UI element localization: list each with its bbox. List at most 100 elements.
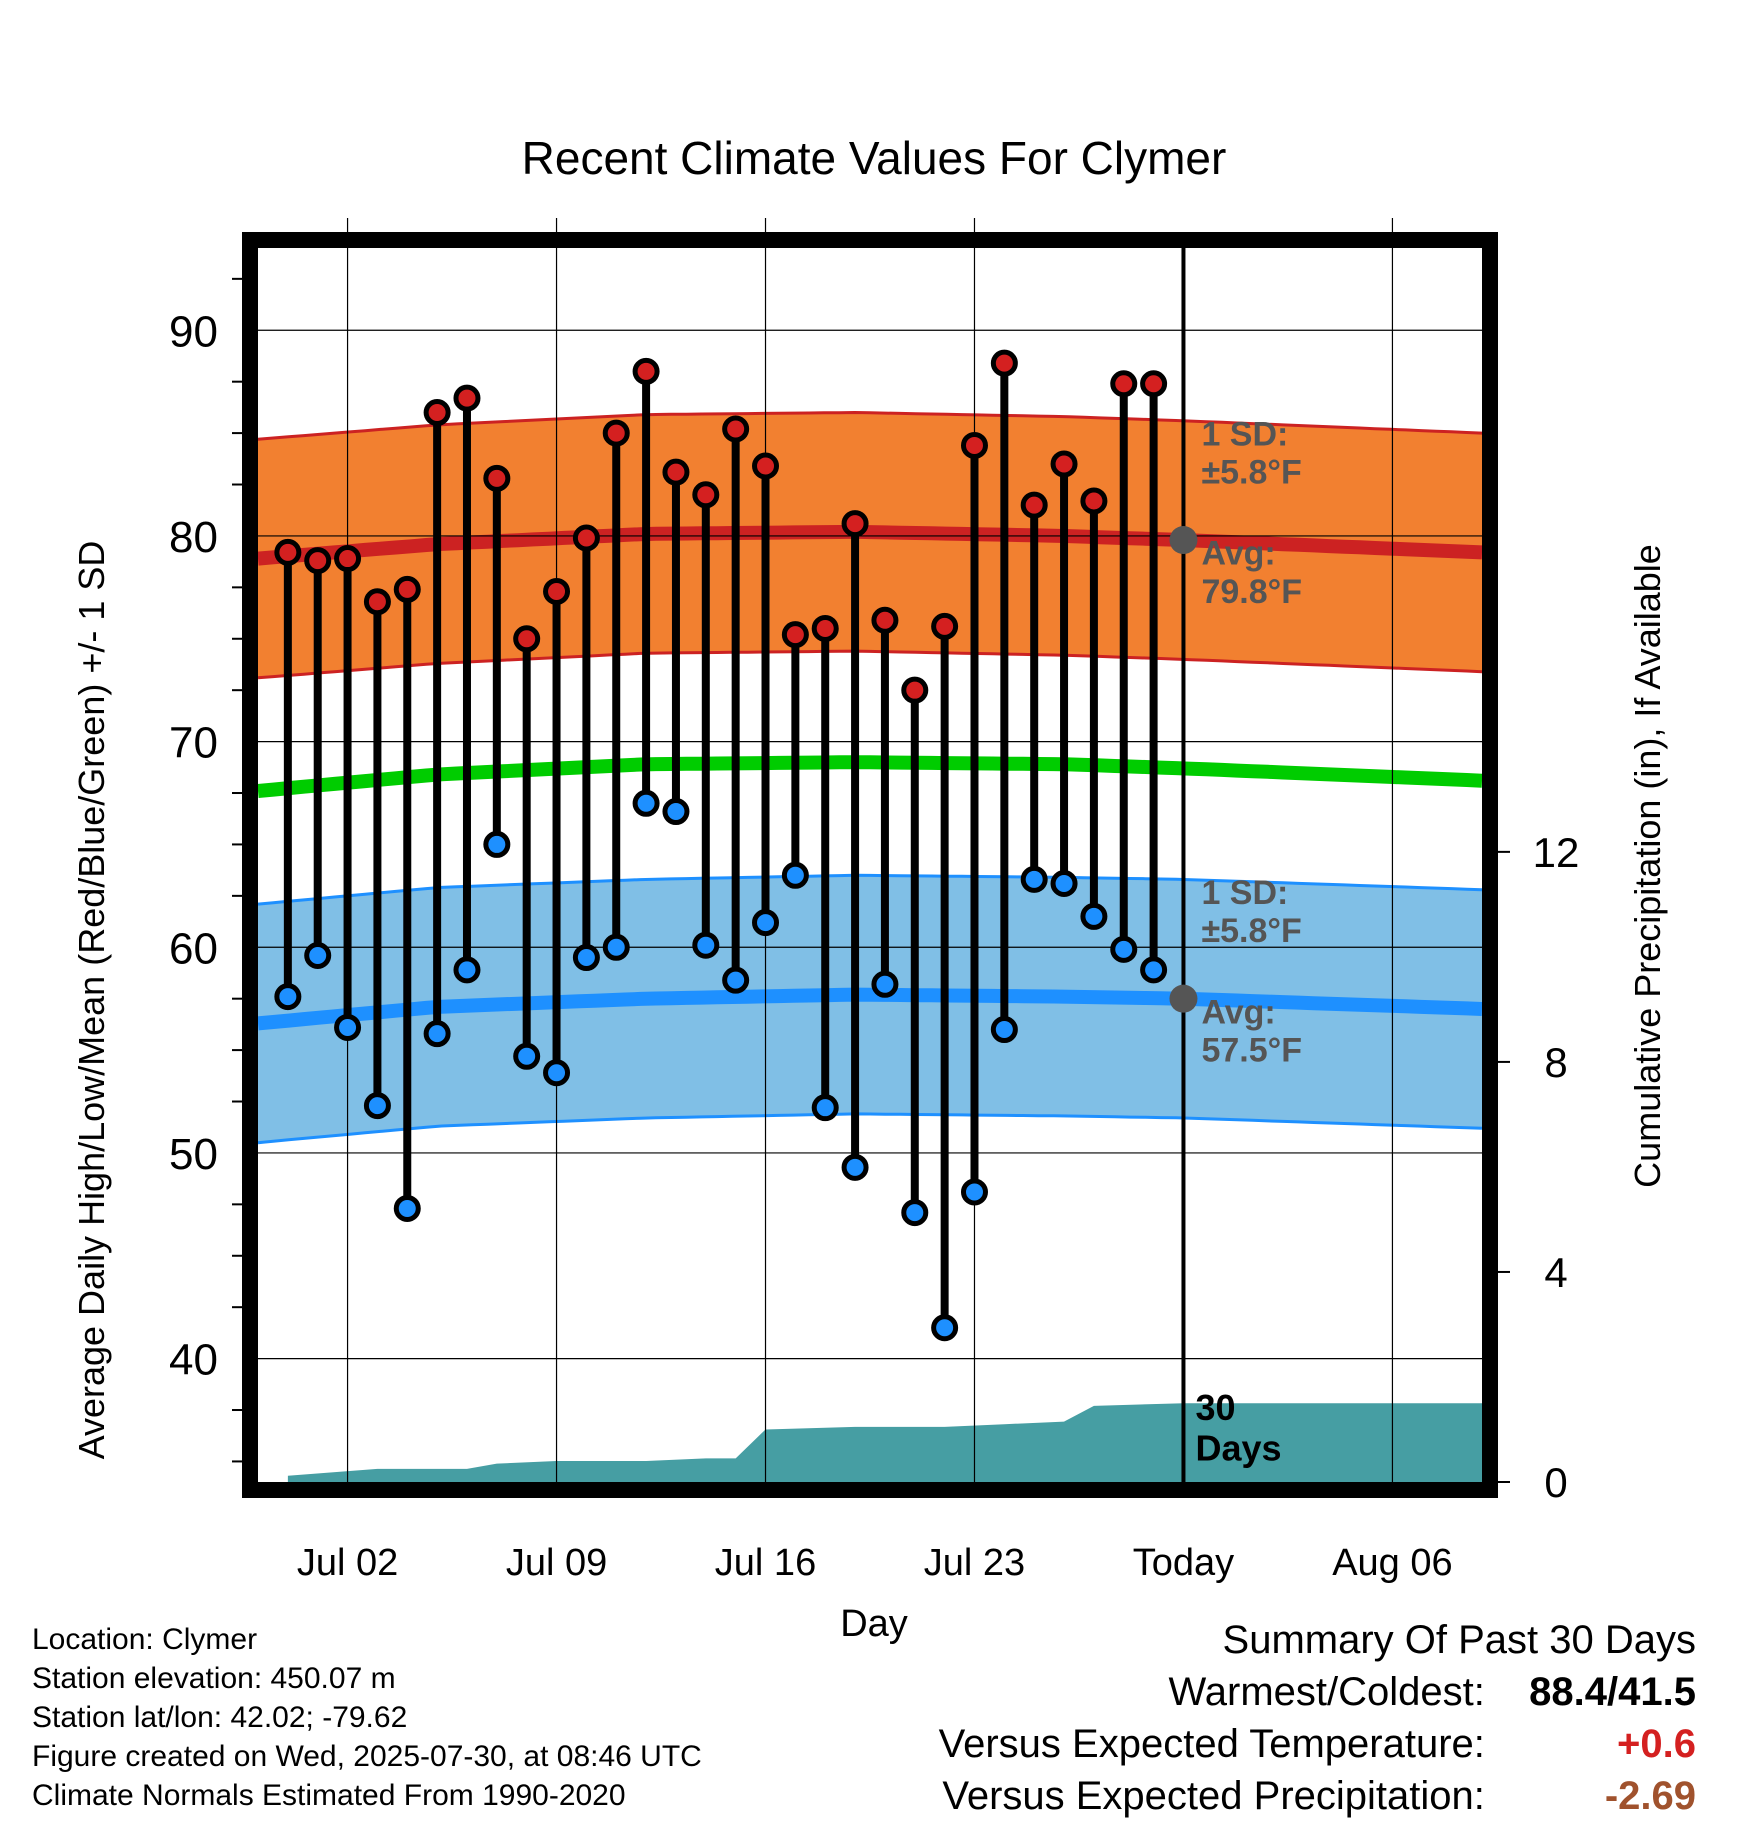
low-avg-annotation: Avg: 57.5°F [1201,993,1302,1069]
daily-low-point [1050,870,1078,898]
daily-low-point [901,1199,929,1227]
chart-title: Recent Climate Values For Clymer [522,132,1227,184]
daily-low-point [1080,902,1108,930]
daily-low-point [662,798,690,826]
warmest-coldest-value: 88.4/41.5 [1529,1670,1696,1714]
warmest-coldest-row: Warmest/Coldest: 88.4/41.5 [939,1666,1697,1718]
daily-low-point [811,1094,839,1122]
daily-low-point [632,789,660,817]
daily-low-point [274,983,302,1011]
daily-high-point [1080,487,1108,515]
daily-high-point [543,577,571,605]
plot-area: 1 SD: ±5.8°F Avg: 79.8°F 1 SD: ±5.8°F Avg: 57.5… [257,218,1483,1482]
daily-high-point [931,612,959,640]
daily-low-point [781,861,809,889]
y-tick-label: 40 [169,1336,218,1385]
high-avg-annotation: Avg: 79.8°F [1201,535,1302,611]
y-axis-label: Average Daily High/Low/Mean (Red/Blue/Gr… [71,541,112,1460]
daily-low-point [543,1059,571,1087]
x-axis-label: Day [840,1603,908,1645]
daily-low-point [931,1314,959,1342]
y-tick-label: 90 [169,307,218,356]
daily-low-point [393,1194,421,1222]
daily-low-point [363,1092,391,1120]
y-tick-label: 60 [169,924,218,973]
summary-title: Summary Of Past 30 Days [1222,1618,1696,1662]
daily-low-point [692,931,720,959]
x-tick-label: Jul 02 [297,1542,398,1584]
daily-low-point [990,1016,1018,1044]
today-normal-low-marker [1169,984,1198,1013]
daily-high-point [1020,491,1048,519]
y-tick-label: 50 [169,1130,218,1179]
daily-high-point [334,545,362,573]
plot-frame [242,232,1498,1498]
y2-tick-label: 4 [1544,1249,1567,1296]
y2-tick-label: 8 [1544,1039,1567,1086]
daily-high-point [1140,370,1168,398]
normal-low-band-lower-edge [257,1112,1483,1145]
daily-low-point [453,956,481,984]
daily-high-point [1050,450,1078,478]
daily-low-point [334,1013,362,1041]
daily-high-point [513,625,541,653]
daily-low-point [572,944,600,972]
x-tick-label: Jul 23 [924,1542,1025,1584]
y-tick-label: 70 [169,719,218,768]
daily-low-point [1020,865,1048,893]
precip-area [287,1403,1483,1482]
normal-low-normal-line [257,987,1483,1031]
daily-high-point [483,464,511,492]
temp-departure-row: Versus Expected Temperature: +0.6 [939,1718,1696,1770]
summary-panel: Summary Of Past 30 Days Warmest/Coldest:… [939,1614,1696,1822]
daily-high-point [901,676,929,704]
station-info: Location: Clymer Station elevation: 450.… [32,1620,702,1815]
daily-high-point [841,510,869,538]
daily-high-point [752,452,780,480]
normal-high-band-lower-edge [257,649,1483,680]
daily-high-point [662,458,690,486]
daily-high-point [423,399,451,427]
daily-high-point [781,621,809,649]
x-tick-label: Jul 09 [506,1542,607,1584]
daily-high-point [1110,370,1138,398]
daily-high-point [363,588,391,616]
normal-mean-line [257,755,1483,798]
x-tick-label: Aug 06 [1332,1542,1452,1584]
precip-departure-row: Versus Expected Precipitation: -2.69 [939,1770,1696,1822]
normal-high-band-upper-edge [257,410,1483,441]
created-text: Figure created on Wed, 2025-07-30, at 08… [32,1740,702,1773]
daily-low-point [483,830,511,858]
daily-low-point [304,941,332,969]
daily-low-point [1140,956,1168,984]
daily-high-point [274,538,302,566]
high-sd-annotation: 1 SD: ±5.8°F [1201,415,1301,491]
normal-high-band [258,412,1482,678]
y2-tick-label: 0 [1544,1459,1567,1506]
x-tick-label: Jul 16 [715,1542,816,1584]
precip-departure-value: -2.69 [1604,1774,1696,1818]
y-tick-label: 80 [169,513,218,562]
low-sd-annotation: 1 SD: ±5.8°F [1201,874,1301,950]
x-tick-label: Today [1133,1542,1234,1584]
daily-low-point [722,966,750,994]
precip-departure-label: Versus Expected Precipitation: [942,1774,1485,1818]
daily-high-point [572,524,600,552]
warmest-coldest-label: Warmest/Coldest: [1168,1670,1485,1714]
temp-departure-label: Versus Expected Temperature: [938,1722,1485,1766]
normal-low-band-upper-edge [257,873,1483,906]
daily-low-point [1110,935,1138,963]
elevation-text: Station elevation: 450.07 m [32,1662,396,1695]
daily-low-point [423,1020,451,1048]
y2-tick-label: 12 [1533,829,1580,876]
latlon-text: Station lat/lon: 42.02; -79.62 [32,1701,408,1734]
daily-high-point [722,415,750,443]
y2-axis-label: Cumulative Precipitation (in), If Availa… [1627,544,1668,1188]
daily-high-point [602,419,630,447]
normal-high-normal-line [257,524,1483,566]
daily-high-point [990,349,1018,377]
daily-low-point [513,1042,541,1070]
normals-text: Climate Normals Estimated From 1990-2020 [32,1779,626,1812]
location-text: Location: Clymer [32,1623,258,1656]
